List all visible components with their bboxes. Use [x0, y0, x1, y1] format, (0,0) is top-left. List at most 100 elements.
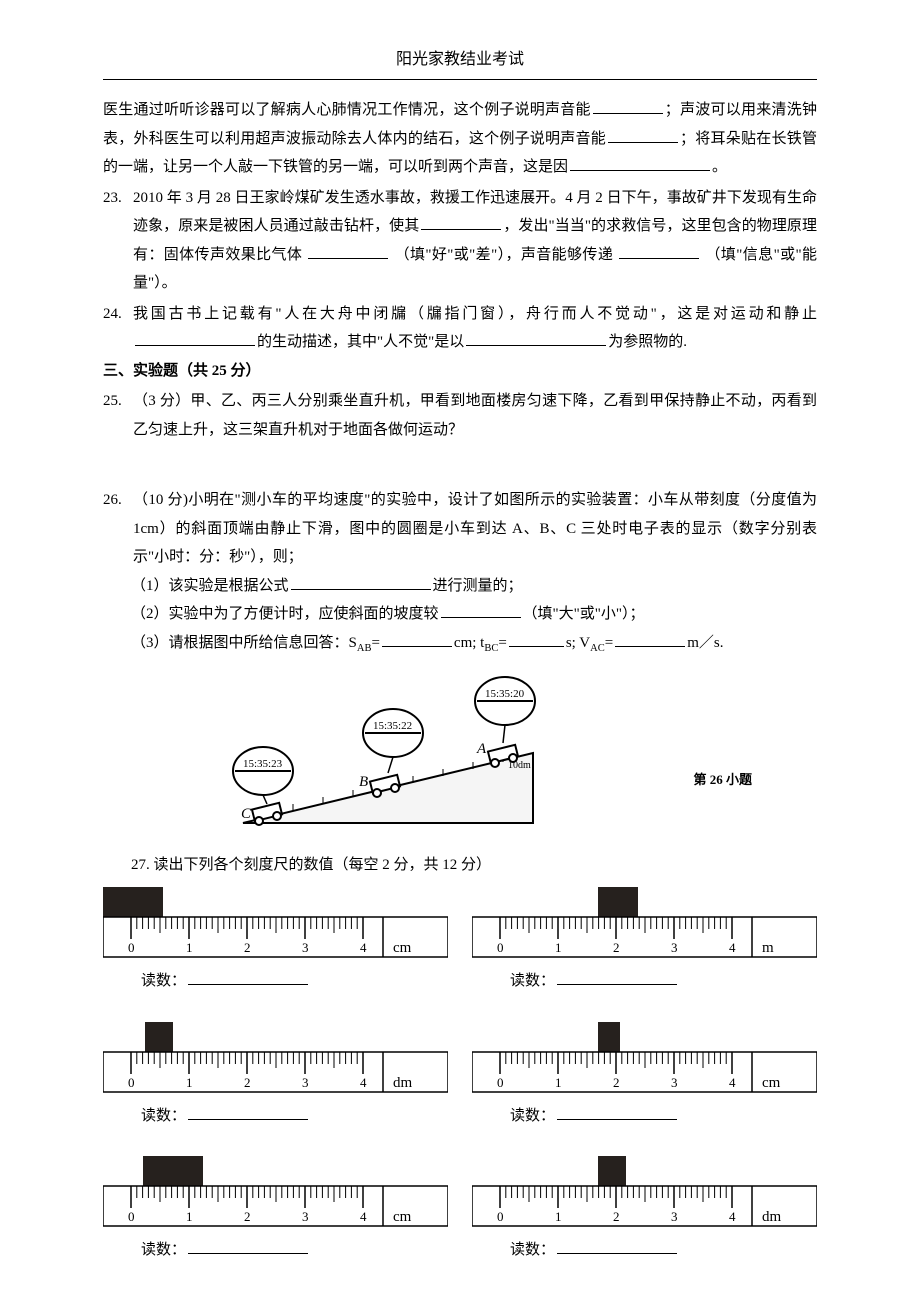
q24-body: 我国古书上记载有"人在大舟中闭牖（牖指门窗），舟行而人不觉动"，这是对运动和静止…: [133, 300, 817, 357]
svg-text:0: 0: [128, 1075, 135, 1090]
unit-label: dm: [762, 1209, 782, 1225]
blank-fill[interactable]: [466, 330, 606, 347]
blank-fill[interactable]: [593, 98, 663, 115]
reading-line: 读数：: [103, 967, 448, 996]
blank-fill[interactable]: [509, 630, 564, 647]
svg-text:2: 2: [244, 1209, 251, 1224]
measurement-block: [598, 1156, 626, 1186]
q26-s3-g: m／s.: [687, 635, 723, 651]
q23-body: 2010 年 3 月 28 日王家岭煤矿发生透水事故，救援工作迅速展开。4 月 …: [133, 184, 817, 298]
reading-line: 读数：: [103, 1102, 448, 1131]
svg-text:3: 3: [671, 1075, 678, 1090]
q26-s3-sub-bc: BC: [484, 643, 498, 654]
blank-fill[interactable]: [188, 1238, 308, 1255]
svg-text:1: 1: [555, 1075, 562, 1090]
svg-text:1: 1: [186, 940, 193, 955]
blank-fill[interactable]: [441, 602, 521, 619]
ruler-svg-3: 0 1 2 3 4 dm: [103, 1022, 448, 1094]
reading-label: 读数：: [141, 1108, 186, 1124]
ruler-cell-3: 0 1 2 3 4 dm 读数：: [103, 1022, 448, 1131]
unit-label: cm: [393, 940, 412, 956]
ruler-cell-4: 01234cm读数：: [472, 1022, 817, 1131]
svg-text:2: 2: [613, 940, 620, 955]
ruler-svg-1: 01234cm: [103, 887, 448, 959]
q24-text-c: 为参照物的.: [608, 334, 687, 350]
svg-text:15:35:20: 15:35:20: [485, 688, 525, 700]
ruler-svg-4: 01234cm: [472, 1022, 817, 1094]
svg-text:4: 4: [729, 940, 736, 955]
reading-label: 读数：: [141, 973, 186, 989]
rulers-grid: 01234cm读数：01234m读数：01234dm读数：01234cm读数：0…: [103, 887, 817, 1265]
svg-text:15:35:23: 15:35:23: [243, 758, 283, 770]
q26-s2-b: （填"大"或"小"）；: [523, 606, 645, 622]
svg-text:C: C: [241, 806, 252, 822]
svg-text:4: 4: [360, 940, 367, 955]
blank-fill[interactable]: [557, 1103, 677, 1120]
ruler-cell-5: 01234cm读数：: [103, 1156, 448, 1265]
unit-label: m: [762, 940, 774, 956]
header-title: 阳光家教结业考试: [396, 51, 524, 68]
reading-label: 读数：: [510, 1242, 555, 1258]
blank-fill[interactable]: [188, 1103, 308, 1120]
svg-text:2: 2: [244, 1075, 251, 1090]
blank-fill[interactable]: [188, 969, 308, 986]
unit-label: dm: [393, 1075, 413, 1091]
q24-number: 24.: [103, 300, 133, 357]
timer-b: 15:35:22: [363, 709, 423, 773]
q26-s3-c: cm; t: [454, 635, 484, 651]
measurement-block: [145, 1022, 173, 1052]
svg-text:3: 3: [302, 1075, 309, 1090]
svg-text:0: 0: [497, 1209, 504, 1224]
svg-text:3: 3: [302, 940, 309, 955]
blank-fill[interactable]: [615, 630, 685, 647]
q26-s3-b: =: [371, 635, 379, 651]
svg-text:4: 4: [360, 1075, 367, 1090]
blank-fill[interactable]: [570, 155, 710, 172]
question-26: 26. （10 分)小明在"测小车的平均速度"的实验中，设计了如图所示的实验装置…: [103, 486, 817, 572]
q26-s1-a: （1）该实验是根据公式: [131, 578, 289, 594]
q26-sub1: （1）该实验是根据公式进行测量的；: [103, 572, 817, 601]
q26-s3-e: s; V: [566, 635, 590, 651]
q26-s2-a: （2）实验中为了方便计时，应使斜面的坡度较: [131, 606, 439, 622]
answer-space: [103, 444, 817, 484]
svg-text:2: 2: [244, 940, 251, 955]
unit-label: cm: [762, 1075, 781, 1091]
reading-line: 读数：: [472, 1236, 817, 1265]
ruler-cell-2: 01234m读数：: [472, 887, 817, 996]
svg-text:1: 1: [186, 1075, 193, 1090]
blank-fill[interactable]: [308, 242, 388, 259]
svg-text:1: 1: [186, 1209, 193, 1224]
section-3-heading: 三、实验题（共 25 分）: [103, 357, 817, 386]
svg-text:0: 0: [497, 940, 504, 955]
ruler-cell-6: 01234dm读数：: [472, 1156, 817, 1265]
question-27: 27. 读出下列各个刻度尺的数值（每空 2 分，共 12 分）: [103, 851, 817, 880]
blank-fill[interactable]: [608, 126, 678, 143]
svg-text:0: 0: [497, 1075, 504, 1090]
blank-fill[interactable]: [135, 330, 255, 347]
blank-fill[interactable]: [557, 1238, 677, 1255]
blank-fill[interactable]: [619, 242, 699, 259]
q26-s3-a: （3）请根据图中所给信息回答：S: [131, 635, 357, 651]
q25-number: 25.: [103, 387, 133, 444]
q26-number: 26.: [103, 486, 133, 572]
intro-paragraph: 医生通过听听诊器可以了解病人心肺情况工作情况，这个例子说明声音能；声波可以用来清…: [103, 96, 817, 182]
svg-text:4: 4: [729, 1075, 736, 1090]
blank-fill[interactable]: [291, 573, 431, 590]
intro-text-1: 医生通过听听诊器可以了解病人心肺情况工作情况，这个例子说明声音能: [103, 102, 591, 118]
blank-fill[interactable]: [557, 969, 677, 986]
reading-line: 读数：: [472, 1102, 817, 1131]
q25-body: （3 分）甲、乙、丙三人分别乘坐直升机，甲看到地面楼房匀速下降，乙看到甲保持静止…: [133, 387, 817, 444]
unit-label: cm: [393, 1209, 412, 1225]
blank-fill[interactable]: [421, 214, 501, 231]
q26-intro: （10 分)小明在"测小车的平均速度"的实验中，设计了如图所示的实验装置：小车从…: [133, 486, 817, 572]
q26-sub2: （2）实验中为了方便计时，应使斜面的坡度较 （填"大"或"小"）；: [103, 600, 817, 629]
reading-label: 读数：: [510, 973, 555, 989]
blank-fill[interactable]: [382, 630, 452, 647]
svg-text:3: 3: [671, 1209, 678, 1224]
svg-text:3: 3: [302, 1209, 309, 1224]
q24-text-a: 我国古书上记载有"人在大舟中闭牖（牖指门窗），舟行而人不觉动"，这是对运动和静止: [133, 306, 817, 322]
timer-c: 15:35:23: [233, 747, 293, 804]
reading-line: 读数：: [472, 967, 817, 996]
reading-line: 读数：: [103, 1236, 448, 1265]
svg-text:4: 4: [360, 1209, 367, 1224]
